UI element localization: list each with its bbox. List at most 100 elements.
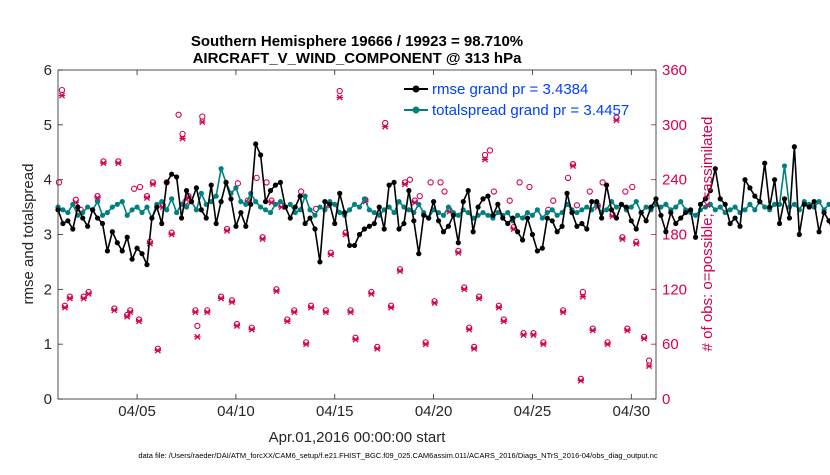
data-point-rmse — [495, 201, 501, 207]
data-point-rmse — [658, 212, 664, 218]
obs-possible-point — [579, 288, 587, 296]
data-point-rmse — [208, 182, 214, 188]
data-point-totalspread — [613, 204, 620, 210]
data-point-totalspread — [109, 204, 115, 210]
data-point-rmse — [569, 209, 575, 216]
obs-assimilated-point — [624, 327, 631, 334]
data-point-totalspread — [584, 204, 590, 210]
data-point-totalspread — [297, 207, 303, 213]
data-point-rmse — [564, 190, 570, 196]
obs-assimilated-point — [168, 231, 175, 238]
data-file-footer: data file: /Users/raeder/DAI/ATM_forcXX/… — [138, 451, 658, 460]
data-point-rmse — [742, 177, 748, 183]
data-point-rmse — [559, 223, 565, 229]
y2-axis-label: # of obs: o=possible; ×=assimilated — [699, 117, 716, 352]
data-point-totalspread — [633, 199, 639, 205]
y-tick-label: 4 — [44, 172, 52, 189]
data-point-rmse — [223, 179, 229, 186]
obs-possible-point — [130, 185, 138, 192]
data-point-rmse — [174, 174, 180, 180]
obs-assimilated-point — [126, 309, 134, 316]
obs-assimilated-point — [58, 92, 66, 99]
data-point-rmse — [757, 199, 763, 205]
data-point-totalspread — [198, 190, 204, 196]
data-point-rmse — [193, 185, 199, 191]
data-point-rmse — [302, 220, 308, 227]
data-point-rmse — [317, 259, 323, 265]
series-rmse — [55, 141, 830, 268]
data-point-totalspread — [717, 204, 723, 210]
data-point-rmse — [396, 226, 402, 232]
data-point-rmse — [267, 188, 274, 194]
data-point-totalspread — [406, 207, 412, 213]
data-point-totalspread — [60, 207, 66, 213]
data-point-totalspread — [213, 193, 219, 199]
obs-assimilated-point — [387, 304, 395, 311]
obs-possible-point — [586, 188, 593, 195]
x-tick-label: 04/15 — [316, 403, 354, 420]
obs-assimilated-point — [111, 307, 118, 314]
y-tick-label: 6 — [44, 62, 52, 79]
data-point-rmse — [198, 207, 204, 213]
data-point-rmse — [633, 226, 639, 232]
data-point-rmse — [258, 152, 264, 158]
obs-possible-point — [199, 113, 206, 120]
data-point-rmse — [776, 220, 783, 227]
data-point-totalspread — [124, 212, 130, 218]
data-point-rmse — [643, 218, 649, 224]
legend-label-rmse: rmse grand pr = 3.4384 — [432, 81, 588, 98]
data-point-totalspread — [480, 209, 486, 216]
obs-assimilated-point — [85, 290, 92, 297]
data-point-rmse — [450, 212, 456, 218]
data-point-rmse — [351, 242, 358, 249]
obs-assimilated-point — [199, 119, 206, 126]
data-point-rmse — [796, 231, 802, 238]
data-point-totalspread — [129, 207, 135, 213]
obs-possible-point — [437, 179, 444, 186]
data-point-totalspread — [678, 199, 684, 205]
data-point-rmse — [786, 215, 793, 221]
obs-possible-point — [336, 87, 343, 95]
data-point-totalspread — [826, 201, 830, 207]
obs-assimilated-point — [228, 299, 236, 306]
data-point-rmse — [371, 220, 377, 227]
data-point-totalspread — [65, 209, 71, 216]
data-point-rmse — [480, 196, 486, 202]
obs-assimilated-point — [154, 347, 162, 354]
data-point-rmse — [584, 226, 590, 232]
data-point-totalspread — [351, 201, 358, 207]
data-point-totalspread — [361, 196, 368, 202]
data-point-rmse — [381, 226, 387, 232]
obs-assimilated-point — [66, 295, 74, 302]
data-point-rmse — [613, 215, 620, 221]
data-point-rmse — [465, 188, 471, 194]
data-point-rmse — [663, 229, 669, 235]
obs-assimilated-point — [100, 160, 107, 167]
data-point-totalspread — [529, 212, 536, 218]
obs-assimilated-point — [368, 290, 375, 297]
data-point-rmse — [445, 223, 452, 229]
data-point-rmse — [697, 201, 704, 207]
data-point-rmse — [816, 229, 822, 235]
data-point-rmse — [628, 218, 634, 224]
data-point-rmse — [386, 182, 392, 188]
obs-assimilated-point — [374, 345, 381, 352]
data-point-totalspread — [524, 209, 531, 216]
data-point-totalspread — [534, 207, 540, 213]
obs-possible-point — [622, 188, 629, 195]
data-point-totalspread — [70, 201, 76, 207]
data-point-totalspread — [258, 204, 264, 210]
obs-assimilated-point — [640, 335, 648, 342]
obs-possible-point — [573, 202, 581, 209]
y-tick-label: 3 — [44, 227, 52, 244]
data-point-rmse — [673, 220, 679, 227]
obs-assimilated-point — [223, 227, 231, 234]
obs-assimilated-point — [149, 181, 157, 188]
data-point-rmse — [524, 215, 531, 221]
data-point-totalspread — [707, 201, 713, 207]
data-point-rmse — [688, 207, 694, 213]
obs-assimilated-point — [336, 94, 343, 101]
data-point-rmse — [510, 215, 516, 221]
obs-possible-point — [645, 357, 653, 364]
data-point-rmse — [337, 190, 343, 196]
